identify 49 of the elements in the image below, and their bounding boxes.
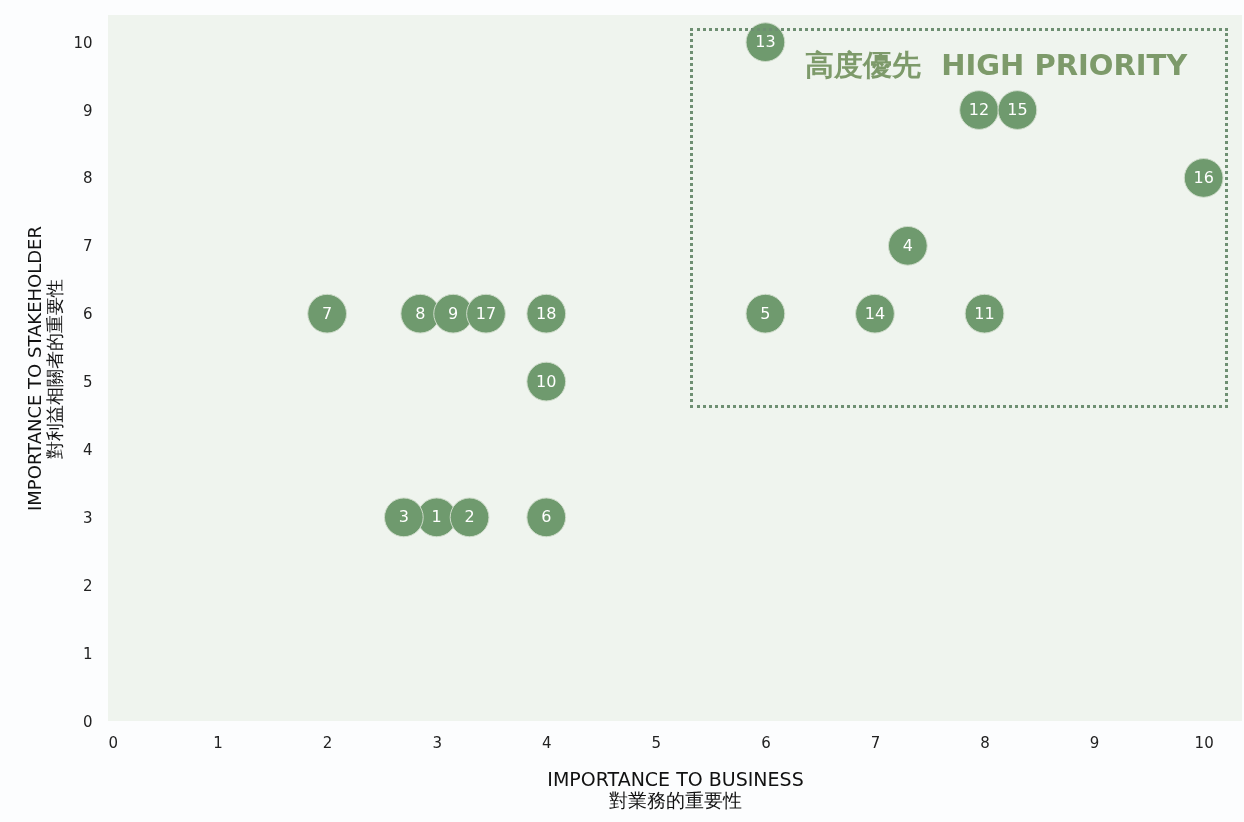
y-tick-label: 2: [82, 576, 93, 595]
annotation: 4: [902, 235, 913, 255]
x-tick-label: 8: [980, 733, 990, 752]
annotation: 3: [398, 507, 409, 527]
annotation: 13: [755, 32, 776, 52]
x-tick-label: 1: [213, 733, 223, 752]
y-axis-title: IMPORTANCE TO STAKEHOLDER 對利益相關者的重要性: [24, 226, 66, 511]
point: [449, 497, 490, 538]
annotation: 10: [536, 371, 557, 391]
annotation: 9: [448, 303, 459, 323]
x-tick-label: 7: [870, 733, 881, 752]
annotation: 8: [415, 303, 426, 323]
x-tick-label: 5: [651, 733, 662, 752]
y-tick-label: 5: [82, 373, 93, 392]
y-tick-label: 8: [82, 169, 93, 188]
x-tick-label: 4: [541, 733, 552, 752]
annotation: 14: [864, 303, 886, 323]
y-tick-label: 9: [82, 101, 93, 120]
annotation: 12: [968, 100, 990, 120]
annotation: 6: [541, 507, 552, 527]
y-tick-label: 7: [82, 237, 93, 256]
y-tick-label: 4: [82, 440, 93, 459]
y-tick-label: 6: [82, 305, 93, 324]
y-tick-label: 1: [82, 644, 93, 663]
annotation: 高度優先 HIGH PRIORITY: [805, 47, 1188, 84]
annotation: 5: [760, 303, 771, 323]
point: [745, 293, 786, 334]
annotation: 18: [536, 303, 557, 323]
x-tick-label: 10: [1194, 733, 1214, 752]
x-tick-label: 0: [108, 733, 119, 752]
annotation: 7: [322, 303, 333, 323]
x-axis-title: IMPORTANCE TO BUSINESS 對業務的重要性: [547, 767, 804, 811]
annotation: 15: [1007, 100, 1028, 120]
point: [307, 293, 347, 334]
y-tick-label: 3: [82, 508, 93, 527]
annotation: 11: [974, 303, 995, 323]
point: [383, 497, 424, 538]
annotation: 2: [464, 507, 475, 527]
x-tick-label: 9: [1089, 733, 1100, 752]
annotation: 16: [1193, 167, 1214, 187]
annotation: 17: [475, 303, 497, 323]
x-tick-label: 3: [432, 733, 442, 752]
annotation: 1: [431, 507, 442, 527]
point: [887, 225, 928, 266]
x-tick-label: 6: [761, 733, 771, 752]
y-tick-label: 10: [73, 33, 93, 52]
x-tick-label: 2: [322, 733, 333, 752]
point: [526, 497, 567, 538]
y-tick-label: 0: [82, 712, 93, 731]
